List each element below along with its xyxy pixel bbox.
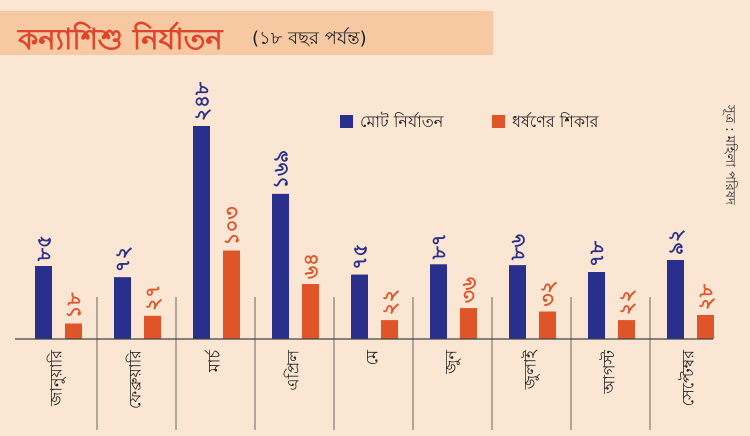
x-tick-label-0: জানুয়ারি bbox=[47, 349, 66, 407]
x-tick-label-6: জুলাই bbox=[521, 349, 541, 390]
legend: মোট নির্যাতন ধর্ষণের শিকার bbox=[340, 112, 600, 131]
data-label-total-1: ৭২ bbox=[111, 246, 135, 272]
bar-total-1 bbox=[114, 277, 131, 339]
bar-rape-1 bbox=[144, 315, 161, 339]
source-note: সূত্র : মহিলা পরিষদ bbox=[722, 105, 737, 205]
data-label-rape-6: ৩২ bbox=[536, 281, 560, 307]
bar-rape-5 bbox=[460, 308, 477, 339]
data-label-total-3: ১৬৯ bbox=[269, 150, 293, 189]
legend-label-total: মোট নির্যাতন bbox=[360, 112, 444, 131]
x-tick-label-7: আগস্ট bbox=[600, 350, 619, 395]
bar-rape-6 bbox=[539, 311, 556, 339]
x-axis-labels: জানুয়ারি ফেব্রুয়ারি মার্চ এপ্রিল মে জুন জুলা… bbox=[47, 349, 698, 409]
data-label-total-6: ৮৬ bbox=[506, 234, 530, 261]
chart-title: কন্যাশিশু নির্যাতন bbox=[18, 22, 223, 56]
x-tick-label-4: মে bbox=[363, 349, 382, 365]
category-dividers bbox=[96, 297, 651, 430]
data-label-rape-0: ১৮ bbox=[62, 292, 86, 319]
data-label-total-7: ৭৮ bbox=[585, 240, 609, 267]
bar-total-0 bbox=[35, 265, 52, 339]
x-tick-label-2: মার্চ bbox=[205, 349, 224, 373]
bar-rape-3 bbox=[302, 284, 319, 339]
data-label-total-5: ৮৭ bbox=[427, 233, 451, 260]
bar-total-3 bbox=[272, 193, 289, 339]
bar-total-4 bbox=[351, 274, 368, 339]
chart-subtitle: (১৮ বছর পর্যন্ত) bbox=[252, 28, 367, 49]
title-band bbox=[0, 11, 493, 55]
bar-total-2 bbox=[193, 126, 210, 339]
data-label-total-8: ৯২ bbox=[664, 229, 688, 255]
bar-rape-4 bbox=[381, 320, 398, 339]
bar-rape-2 bbox=[223, 250, 240, 339]
bar-total-6 bbox=[509, 265, 526, 339]
data-label-total-2: ২৪৮ bbox=[190, 81, 214, 121]
x-tick-label-1: ফেব্রুয়ারি bbox=[126, 349, 145, 409]
bar-rape-8 bbox=[697, 314, 714, 339]
legend-label-rape: ধর্ষণের শিকার bbox=[512, 112, 600, 131]
data-label-total-0: ৮৫ bbox=[32, 235, 56, 262]
data-label-rape-2: ১০৩ bbox=[220, 207, 244, 246]
bar-rape-0 bbox=[65, 323, 82, 339]
data-label-rape-5: ৩৬ bbox=[457, 277, 481, 303]
bar-rape-7 bbox=[618, 320, 635, 339]
data-label-rape-1: ২৭ bbox=[141, 285, 165, 311]
legend-swatch-total bbox=[340, 115, 353, 128]
bar-total-7 bbox=[588, 272, 605, 339]
x-tick-label-3: এপ্রিল bbox=[284, 349, 303, 391]
x-tick-label-5: জুন bbox=[442, 350, 462, 375]
data-label-rape-8: ২৮ bbox=[694, 283, 718, 310]
data-label-rape-4: ২২ bbox=[378, 289, 402, 315]
bar-total-8 bbox=[667, 259, 684, 339]
legend-swatch-rape bbox=[492, 115, 505, 128]
data-label-rape-7: ২২ bbox=[615, 289, 639, 315]
bar-total-5 bbox=[430, 264, 447, 339]
data-label-rape-3: ৬৪ bbox=[299, 253, 323, 279]
x-tick-label-8: সেপ্টেম্বর bbox=[679, 349, 698, 407]
data-label-total-4: ৭৫ bbox=[348, 244, 372, 270]
